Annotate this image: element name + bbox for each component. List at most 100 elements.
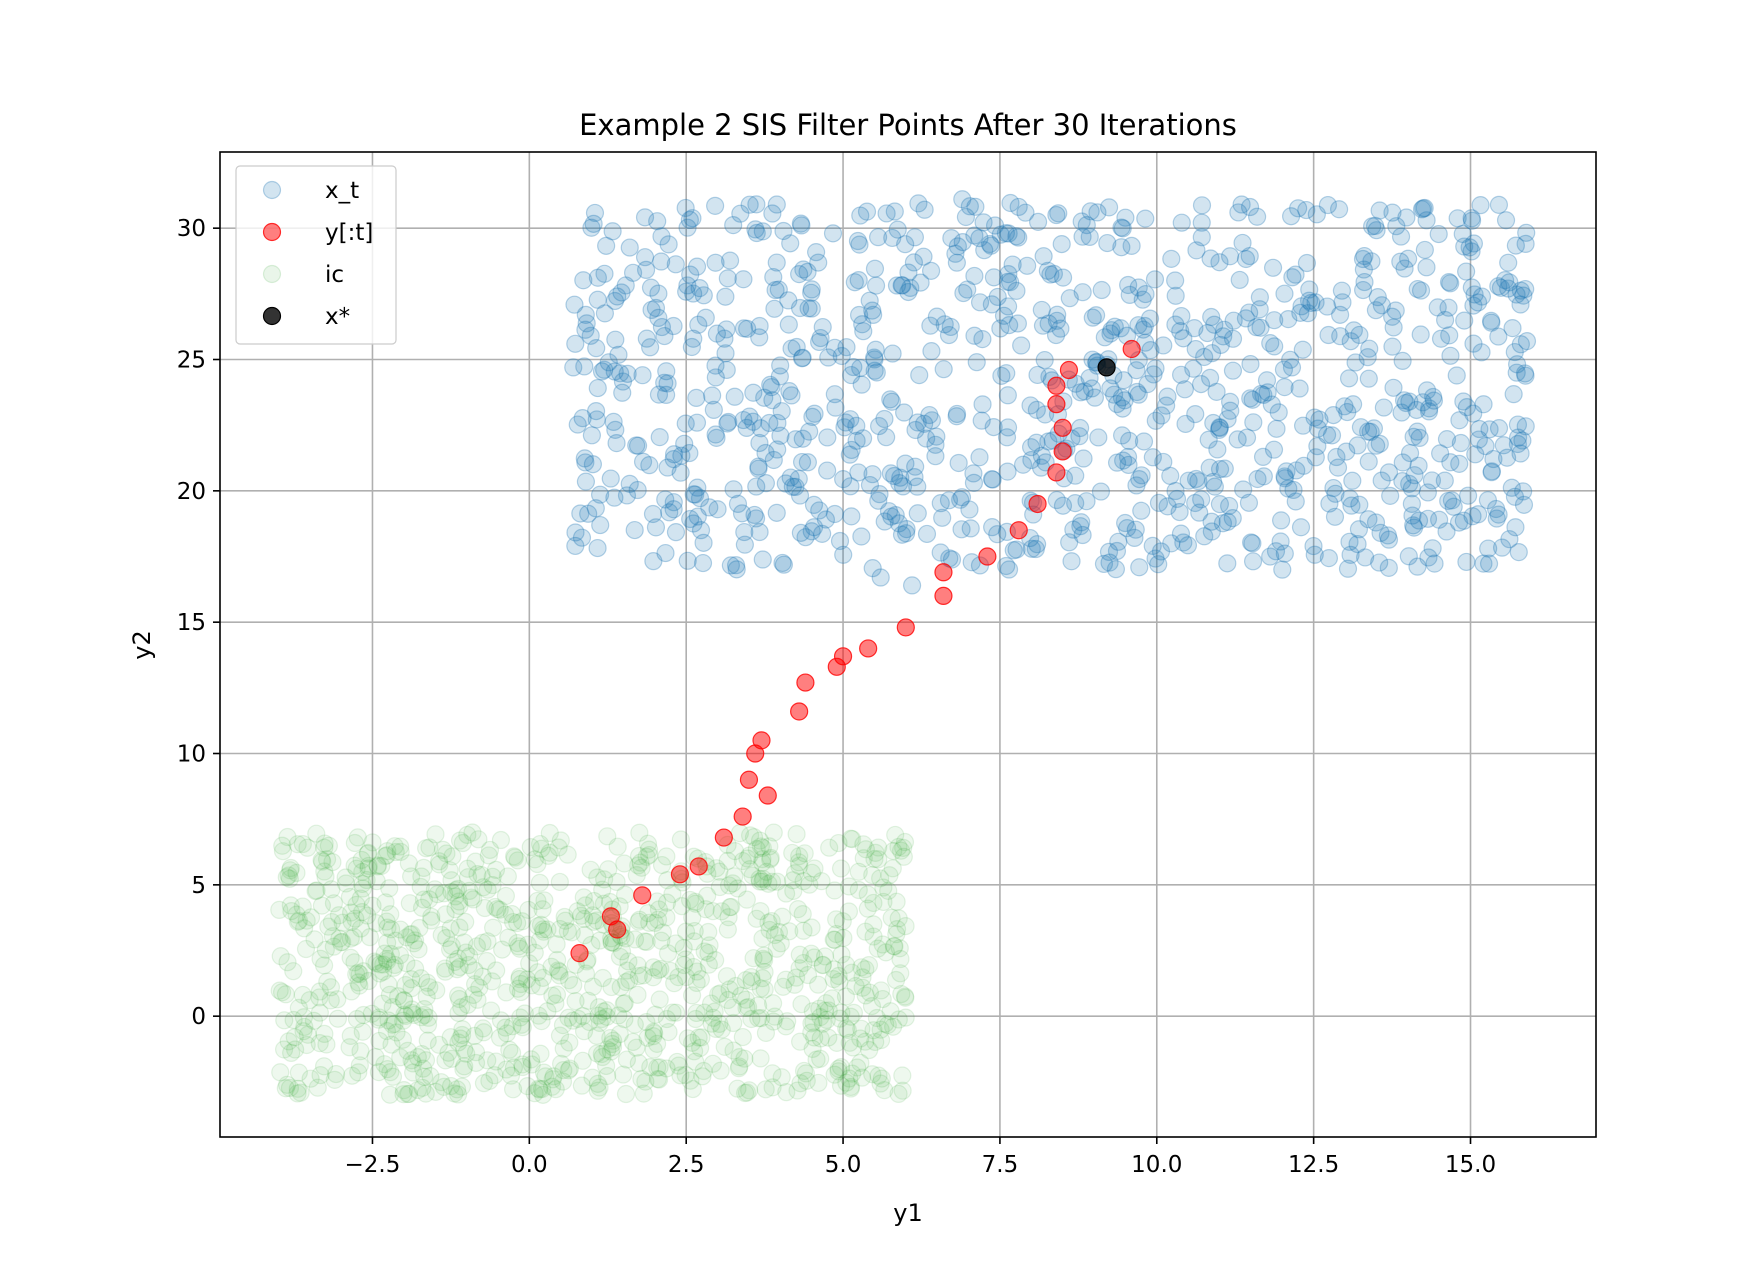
ic-point (486, 860, 506, 880)
xt-point (896, 524, 916, 543)
xt-point (805, 404, 824, 423)
xt-point (965, 326, 984, 345)
ic-point (614, 1065, 633, 1084)
ic-point (755, 962, 774, 982)
ic-point (619, 952, 638, 971)
xt-point (680, 210, 699, 230)
xt-point (1236, 249, 1256, 269)
xt-point (681, 265, 700, 284)
xt-point (818, 428, 837, 447)
xt-point (1192, 196, 1212, 215)
ic-point (702, 1014, 721, 1033)
ic-point (791, 1074, 810, 1093)
xt-point (656, 543, 675, 563)
ic-point (617, 972, 636, 992)
xt-point (1149, 555, 1168, 574)
xt-point (1085, 388, 1105, 407)
ic-point (347, 965, 366, 984)
xt-point (746, 509, 766, 528)
xt-point (953, 190, 972, 209)
xt-point (779, 315, 798, 334)
ic-point (480, 840, 500, 860)
ic-point (864, 893, 883, 913)
ic-point (729, 1059, 748, 1078)
ic-point (666, 934, 685, 953)
xt-point (1489, 195, 1509, 214)
xt-point (947, 407, 966, 426)
ic-point (301, 1069, 320, 1088)
xt-point (1400, 443, 1420, 463)
xt-point (1450, 454, 1469, 473)
xt-point (1053, 496, 1073, 515)
ic-point (629, 846, 649, 866)
ic-point (736, 971, 755, 990)
ic-point (769, 922, 789, 942)
xt-point (576, 305, 595, 324)
xt-point (1122, 236, 1141, 255)
xt-point (1241, 389, 1260, 408)
ic-point (322, 912, 341, 932)
xt-point (1371, 523, 1390, 542)
ic-point (750, 872, 770, 891)
ic-point (703, 1054, 723, 1073)
ic-point (402, 970, 421, 989)
xt-point (690, 279, 709, 298)
xt-point (1368, 288, 1387, 307)
xt-point (566, 536, 585, 556)
ic-point (331, 933, 351, 952)
ic-point (598, 1040, 617, 1059)
xt-point (942, 550, 962, 569)
ic-point (858, 899, 877, 918)
ic-point (763, 1064, 782, 1083)
ic-point (333, 913, 352, 932)
xt-point (1418, 483, 1437, 502)
y-trajectory-point (733, 807, 752, 826)
ic-point (348, 828, 367, 847)
ic-point (701, 994, 721, 1013)
y-trajectory-point (739, 770, 759, 789)
ic-point (666, 1003, 686, 1022)
xt-point (1265, 337, 1284, 356)
xt-point (1300, 280, 1319, 299)
ic-point (615, 1010, 634, 1029)
xt-point (863, 301, 882, 320)
ic-point (288, 912, 307, 931)
ic-point (615, 854, 634, 873)
xt-point (892, 276, 911, 295)
ic-point (641, 1058, 660, 1077)
x-star-point (1097, 358, 1116, 377)
xt-point (725, 387, 744, 406)
ic-point (699, 955, 718, 974)
xt-point (1073, 227, 1092, 246)
ic-point (324, 894, 344, 913)
xt-point (781, 234, 800, 253)
ic-point (760, 837, 779, 856)
ic-point (825, 1065, 844, 1084)
ic-point (763, 1078, 782, 1097)
xt-point (1192, 213, 1211, 232)
ic-point (863, 1065, 882, 1084)
xt-point (1331, 327, 1350, 346)
xt-point (997, 364, 1016, 383)
xt-point (863, 559, 882, 578)
xt-point (857, 202, 877, 221)
ic-point (657, 847, 676, 866)
xt-point (1393, 453, 1412, 472)
ic-point (657, 908, 676, 927)
ic-point (367, 954, 386, 973)
xt-point (740, 195, 759, 214)
y-tick-label: 15 (177, 610, 206, 636)
ic-point (504, 1058, 524, 1077)
ic-point (376, 893, 395, 912)
ic-point (805, 1028, 824, 1047)
xt-point (818, 461, 837, 480)
ic-point (363, 896, 382, 915)
ic-point (406, 931, 425, 950)
xt-point (652, 227, 671, 246)
xt-point (984, 268, 1004, 287)
xt-point (1405, 466, 1424, 485)
xt-point (1009, 228, 1028, 247)
ic-point (491, 1011, 511, 1030)
xt-point (774, 221, 793, 241)
ic-point (394, 991, 413, 1010)
